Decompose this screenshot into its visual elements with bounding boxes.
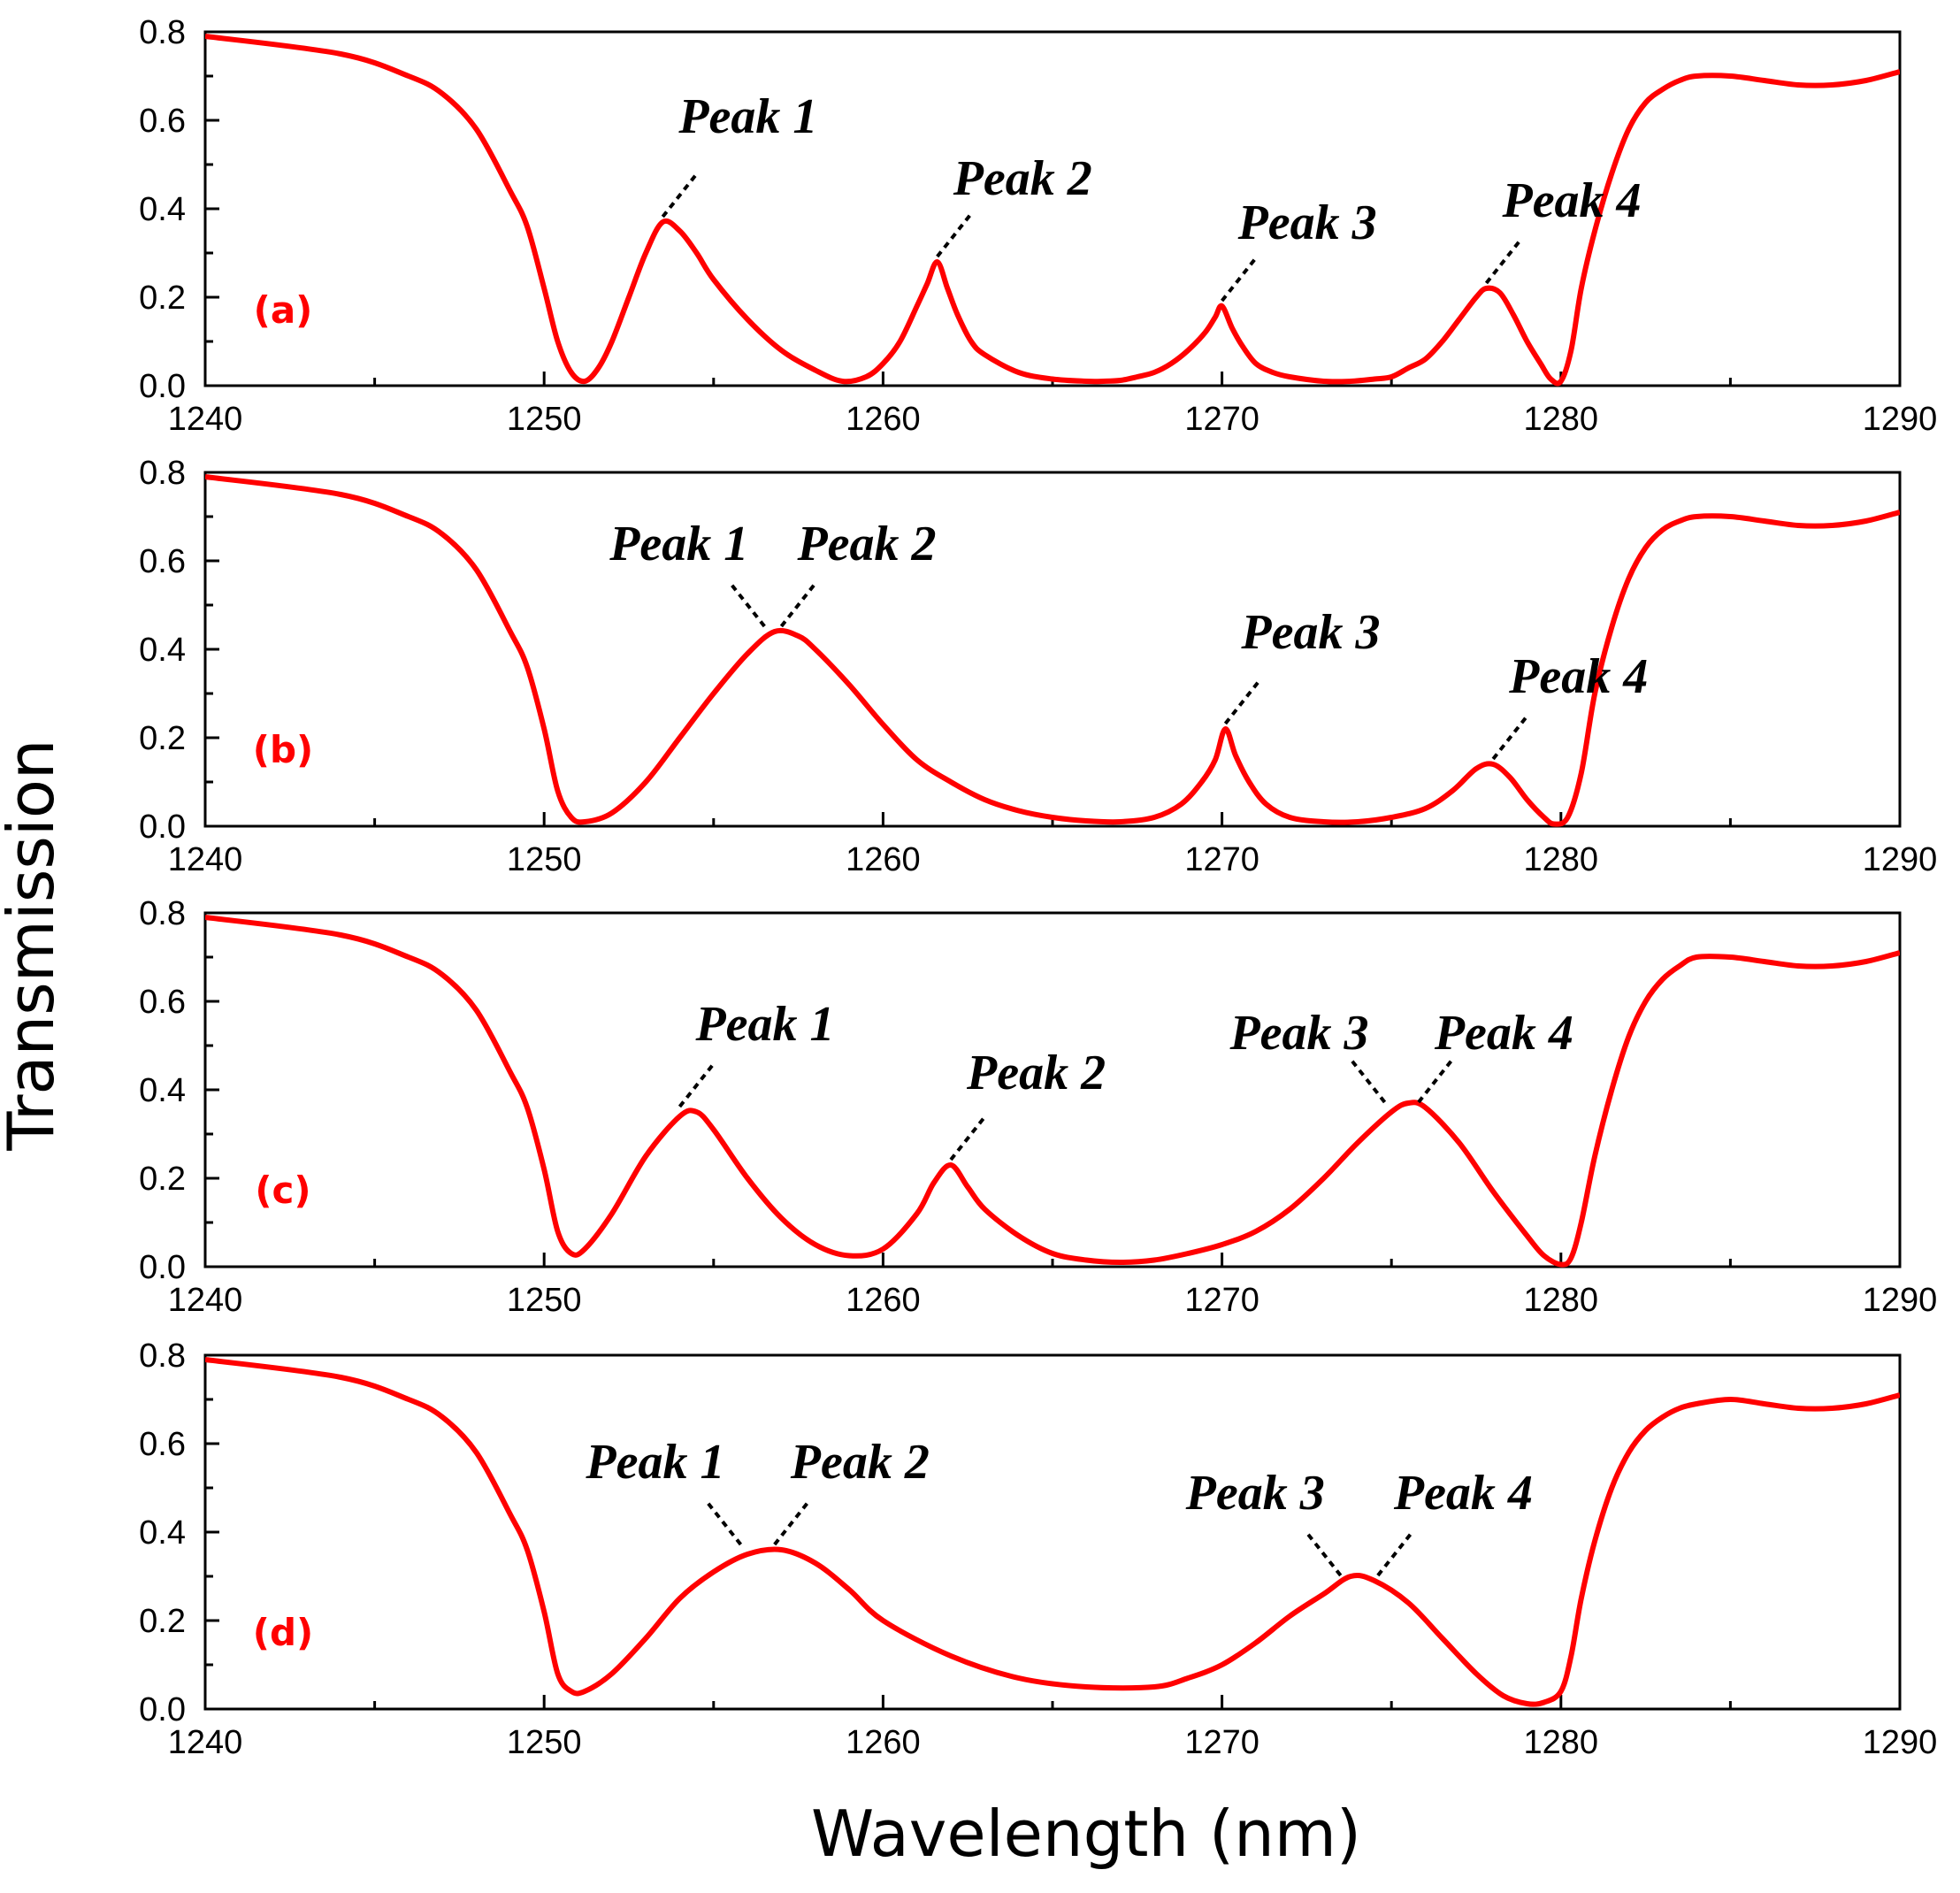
x-tick-label: 1260 (846, 1724, 921, 1761)
y-tick-label: 0.8 (139, 1337, 186, 1375)
peak-label: Peak 2 (790, 1435, 930, 1490)
peak-leader (773, 1500, 810, 1546)
x-tick-label: 1270 (1184, 1282, 1259, 1319)
x-tick-label: 1270 (1184, 1724, 1259, 1761)
peak-leader (936, 212, 973, 258)
y-tick-label: 0.4 (139, 1514, 186, 1552)
panel-a: 1240 1250 1260 1270 1280 1290 0.0 0.2 0.4 0.6 0.8 (… (139, 14, 1937, 438)
peak-label: Peak 3 (1229, 1006, 1368, 1061)
panel-c: 1240 1250 1260 1270 1280 1290 0.0 0.2 0.4 0.6 0.8 (… (139, 895, 1937, 1319)
x-tick-label: 1250 (507, 1282, 582, 1319)
x-tick-label: 1280 (1524, 841, 1599, 878)
peak-leader (661, 172, 698, 218)
y-tick-label: 0.0 (139, 368, 186, 405)
y-tick-label: 0.8 (139, 895, 186, 932)
y-axis-title: Transmission (0, 739, 68, 1151)
y-tick-label: 0.2 (139, 280, 186, 317)
x-tick-label: 1280 (1524, 1724, 1599, 1761)
peak-label: Peak 4 (1434, 1006, 1573, 1061)
peak-label: Peak 1 (585, 1435, 724, 1490)
x-tick-label: 1290 (1863, 401, 1938, 438)
panel-label: (b) (253, 728, 313, 771)
y-tick-label: 0.4 (139, 632, 186, 669)
panel-label: (a) (254, 288, 313, 332)
y-tick-label: 0.8 (139, 14, 186, 51)
peak-leader (678, 1062, 716, 1108)
x-tick-label: 1250 (507, 401, 582, 438)
x-tick-label: 1270 (1184, 401, 1259, 438)
peak-label: Peak 2 (953, 151, 1092, 206)
peak-leader (1305, 1531, 1343, 1577)
peak-label: Peak 3 (1240, 605, 1380, 660)
x-tick-label: 1250 (507, 1724, 582, 1761)
series-line (205, 1357, 1900, 1707)
peak-label: Peak 1 (678, 89, 817, 144)
y-tick-label: 0.6 (139, 1426, 186, 1463)
y-tick-label: 0.2 (139, 1603, 186, 1640)
y-tick-label: 0.2 (139, 1161, 186, 1198)
peak-label: Peak 4 (1393, 1466, 1533, 1521)
y-tick-label: 0.6 (139, 543, 186, 580)
y-tick-label: 0.4 (139, 1072, 186, 1109)
x-tick-label: 1260 (846, 1282, 921, 1319)
x-tick-label: 1240 (168, 1724, 243, 1761)
x-tick-label: 1240 (168, 401, 243, 438)
series-line (205, 474, 1900, 827)
panel-label: (c) (255, 1169, 310, 1212)
peak-label: Peak 2 (796, 517, 936, 571)
peak-label: Peak 3 (1185, 1466, 1325, 1521)
peak-label: Peak 2 (966, 1046, 1106, 1100)
x-tick-label: 1280 (1524, 1282, 1599, 1319)
panels: 1240 1250 1260 1270 1280 1290 0.0 0.2 0.4 0.6 0.8 (… (139, 14, 1937, 1761)
x-tick-label: 1250 (507, 841, 582, 878)
x-tick-label: 1260 (846, 401, 921, 438)
x-tick-label: 1290 (1863, 841, 1938, 878)
y-tick-label: 0.4 (139, 191, 186, 228)
x-tick-label: 1240 (168, 841, 243, 878)
x-tick-label: 1240 (168, 1282, 243, 1319)
panel-b: 1240 1250 1260 1270 1280 1290 0.0 0.2 0.4 0.6 0.8 (… (139, 455, 1937, 878)
peak-leader (1491, 715, 1528, 761)
peak-leader (1349, 1058, 1387, 1104)
y-tick-label: 0.2 (139, 720, 186, 757)
x-axis-title: Wavelength (nm) (811, 1797, 1361, 1871)
peak-leader (1223, 679, 1261, 725)
peak-leader (705, 1500, 743, 1546)
y-tick-label: 0.0 (139, 1249, 186, 1286)
y-tick-label: 0.6 (139, 103, 186, 140)
x-tick-label: 1290 (1863, 1724, 1938, 1761)
x-tick-label: 1270 (1184, 841, 1259, 878)
peak-leader (729, 582, 766, 628)
y-tick-label: 0.0 (139, 1691, 186, 1728)
panel-d: 1240 1250 1260 1270 1280 1290 0.0 0.2 0.4 0.6 0.8 (… (139, 1337, 1937, 1761)
peak-leader (1221, 257, 1258, 303)
peak-leader (779, 582, 817, 628)
peak-label: Peak 4 (1508, 649, 1648, 704)
peak-label: Peak 1 (609, 517, 748, 571)
peak-leader (949, 1115, 986, 1161)
y-tick-label: 0.8 (139, 455, 186, 492)
peak-label: Peak 1 (694, 997, 834, 1052)
panel-label: (d) (253, 1611, 313, 1654)
peak-leader (1376, 1531, 1413, 1577)
y-tick-label: 0.0 (139, 809, 186, 846)
series-line (205, 34, 1900, 387)
x-tick-label: 1280 (1524, 401, 1599, 438)
x-tick-label: 1290 (1863, 1282, 1938, 1319)
peak-label: Peak 3 (1237, 195, 1377, 250)
x-tick-label: 1260 (846, 841, 921, 878)
peak-label: Peak 4 (1501, 173, 1641, 228)
peak-leader (1484, 239, 1522, 285)
series-line (205, 915, 1900, 1268)
y-tick-label: 0.6 (139, 984, 186, 1021)
peak-leader (1417, 1058, 1454, 1104)
